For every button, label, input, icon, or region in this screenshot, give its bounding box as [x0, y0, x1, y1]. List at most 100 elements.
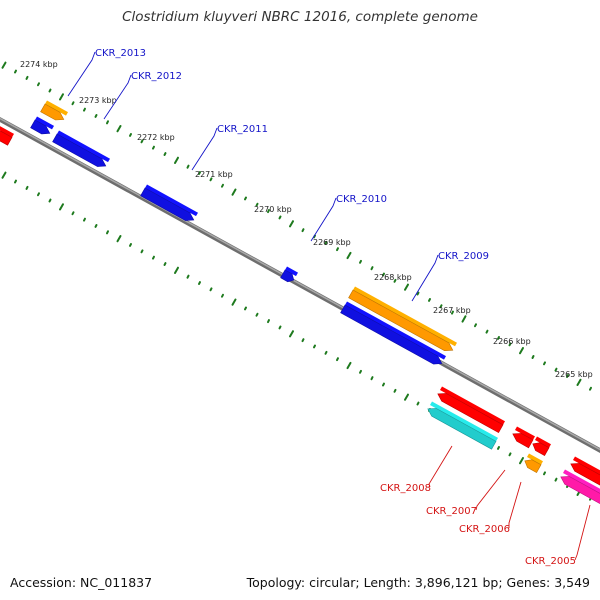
gene-label-ckr-2010[interactable]: CKR_2010: [336, 194, 387, 205]
scale-tick: [152, 145, 155, 150]
gene-block-ckr-2013-blue[interactable]: [30, 116, 54, 135]
gene-block-ckr-2005[interactable]: [560, 469, 600, 507]
scale-tick: [393, 278, 397, 283]
scale-tick: [209, 287, 213, 292]
scale-tick: [59, 93, 64, 101]
scale-labels: 2274 kbp 2273 kbp 2272 kbp 2271 kbp 2270 kbp…: [20, 60, 593, 379]
scale-tick: [554, 477, 558, 482]
scale-tick: [174, 266, 179, 274]
gene-block-ckr-2007-small[interactable]: [532, 436, 551, 457]
gene-leader-line: [475, 469, 506, 511]
gene-block-ckr-2007[interactable]: [512, 426, 535, 449]
genome-backbone: [0, 116, 600, 454]
scale-tick: [497, 446, 500, 450]
gene-block-ckr-2009[interactable]: [340, 301, 446, 365]
gene-block-ckr-2011[interactable]: [140, 184, 198, 221]
gene-leader-line: [428, 445, 453, 488]
gene-block-ckr-2008[interactable]: [427, 401, 498, 450]
outer-scale-ticks: [1, 61, 592, 391]
gene-block-ckr-2005-red[interactable]: [570, 456, 600, 489]
gene-block-ckr-2009-orange[interactable]: [348, 286, 457, 352]
scale-tick: [231, 298, 237, 306]
scale-tick: [255, 312, 259, 317]
scale-tick: [461, 315, 467, 323]
scale-tick: [71, 211, 75, 216]
scale-tick: [163, 152, 167, 156]
scale-tick: [244, 196, 247, 201]
scale-tick: [519, 457, 524, 465]
scale-tick: [94, 114, 98, 118]
scale-tick: [508, 452, 512, 457]
scale-tick: [129, 243, 132, 247]
gene-labels: CKR_2013 CKR_2012 CKR_2011 CKR_2010 CKR_2009…: [67, 48, 591, 567]
scale-tick: [140, 249, 144, 254]
gene-leader-line: [411, 254, 439, 302]
scale-tick: [278, 325, 282, 330]
gene-label-ckr-2012[interactable]: CKR_2012: [131, 71, 182, 82]
scale-tick: [359, 369, 362, 374]
scale-tick: [289, 330, 294, 338]
gene-block-ckr-2013[interactable]: [40, 100, 68, 121]
gene-block-ckr-2008-red[interactable]: [437, 386, 505, 434]
scale-tick: [14, 69, 17, 74]
scale-tick: [186, 274, 190, 279]
gene-label-ckr-2009[interactable]: CKR_2009: [438, 251, 489, 262]
scale-tick: [140, 139, 144, 144]
gene-label-ckr-2011[interactable]: CKR_2011: [217, 124, 268, 135]
scale-tick: [83, 107, 86, 112]
scale-tick: [589, 386, 592, 391]
gene-label-ckr-2005[interactable]: CKR_2005: [525, 556, 576, 567]
scale-tick: [474, 323, 477, 328]
gene-label-ckr-2013[interactable]: CKR_2013: [95, 48, 146, 59]
scale-tick: [198, 171, 201, 175]
scale-tick: [508, 342, 512, 347]
gene-features: [0, 100, 600, 507]
scale-label: 2271 kbp: [195, 170, 233, 179]
scale-tick: [1, 61, 7, 69]
scale-tick: [14, 179, 17, 184]
scale-tick: [313, 344, 316, 349]
scale-label: 2266 kbp: [493, 337, 531, 346]
gene-leader-line: [103, 74, 132, 120]
scale-tick: [301, 228, 305, 233]
scale-tick: [267, 319, 270, 324]
scale-tick: [382, 272, 385, 277]
scale-tick: [451, 310, 454, 315]
scale-tick: [37, 82, 40, 87]
scale-tick: [59, 203, 64, 211]
scale-tick: [186, 164, 190, 169]
scale-tick: [543, 471, 546, 476]
scale-tick: [531, 355, 535, 359]
gene-block-red-left[interactable]: [0, 125, 14, 146]
scale-tick: [439, 304, 443, 309]
scale-tick: [1, 171, 7, 179]
scale-tick: [382, 382, 385, 387]
gene-leader-line: [191, 127, 218, 171]
gene-block-ckr-2010[interactable]: [280, 266, 298, 283]
scale-tick: [25, 75, 29, 80]
scale-tick: [231, 188, 237, 196]
scale-tick: [116, 125, 122, 133]
scale-tick: [313, 234, 316, 239]
accession-text: Accession: NC_011837: [10, 575, 153, 590]
scale-tick: [37, 192, 40, 197]
scale-tick: [129, 133, 132, 137]
scale-tick: [289, 220, 294, 228]
gene-label-ckr-2008[interactable]: CKR_2008: [380, 483, 431, 494]
gene-block-ckr-2012[interactable]: [52, 130, 110, 167]
scale-tick: [359, 259, 362, 264]
scale-tick: [255, 202, 259, 207]
scale-tick: [174, 156, 179, 164]
gene-block-ckr-2006[interactable]: [524, 453, 543, 474]
scale-tick: [106, 230, 109, 235]
scale-tick: [336, 247, 339, 252]
gene-label-ckr-2006[interactable]: CKR_2006: [459, 524, 510, 535]
scale-tick: [485, 329, 489, 334]
scale-tick: [221, 183, 224, 188]
genome-backbone-highlight: [0, 117, 600, 451]
scale-tick: [301, 338, 305, 343]
gene-label-ckr-2007[interactable]: CKR_2007: [426, 506, 477, 517]
scale-tick: [346, 251, 352, 260]
scale-label: 2269 kbp: [313, 238, 351, 247]
